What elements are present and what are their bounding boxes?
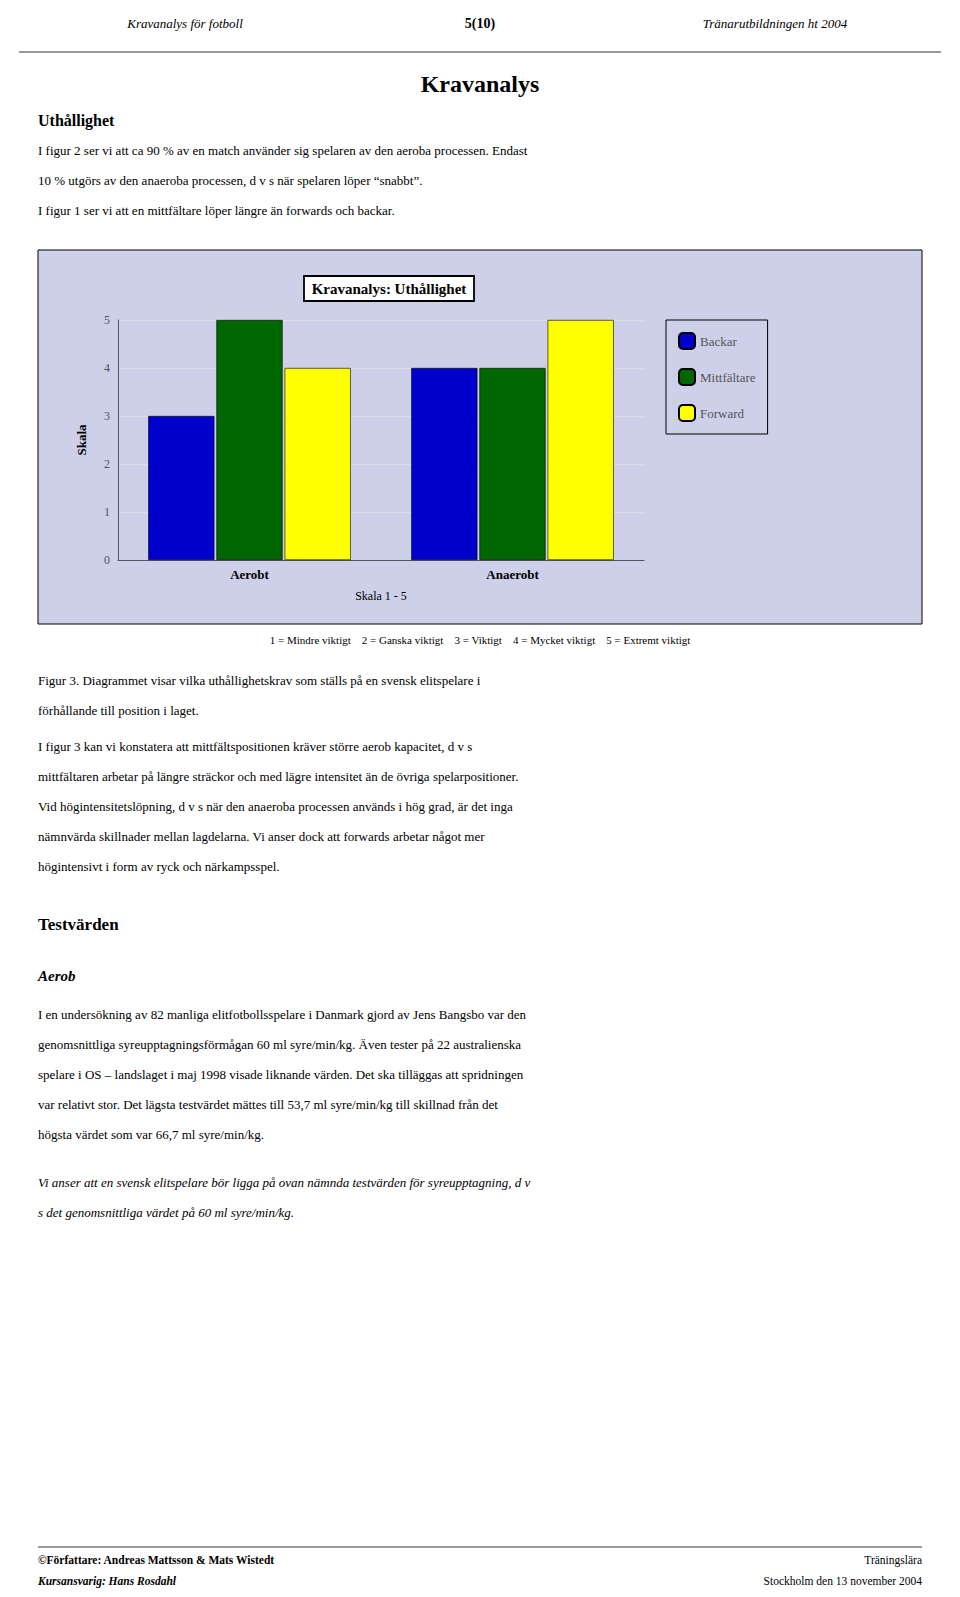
svg-text:0: 0 [104,553,110,567]
svg-text:5: 5 [104,313,110,327]
svg-text:2: 2 [104,457,110,471]
svg-text:Vi anser att en svensk elitspe: Vi anser att en svensk elitspelare bör l… [38,1175,530,1190]
svg-text:©Författare: Andreas Mattsson: ©Författare: Andreas Mattsson & Mats Wis… [38,1554,274,1566]
svg-text:I en undersökning av 82 manlig: I en undersökning av 82 manliga elitfotb… [38,1007,527,1022]
svg-text:Skala 1 - 5: Skala 1 - 5 [355,589,407,603]
svg-text:Stockholm den 13 november 2004: Stockholm den 13 november 2004 [764,1575,923,1587]
svg-text:Aerob: Aerob [37,968,76,984]
svg-text:I figur 1 ser vi att en mittfä: I figur 1 ser vi att en mittfältare löpe… [38,203,395,218]
svg-text:högintensivt i form av ryck oc: högintensivt i form av ryck och närkamps… [38,859,280,874]
svg-text:Skala: Skala [74,424,89,456]
svg-text:Tränarutbildningen ht 2004: Tränarutbildningen ht 2004 [703,16,848,31]
svg-text:1 = Mindre viktigt 2 = Gans: 1 = Mindre viktigt 2 = Ganska viktigt 3 … [270,634,691,646]
svg-text:högsta värdet som var 66,7 ml: högsta värdet som var 66,7 ml syre/min/k… [38,1127,264,1142]
svg-text:Forward: Forward [700,406,745,421]
svg-text:Kravanalys för fotboll: Kravanalys för fotboll [126,16,243,31]
svg-text:I figur 2 ser vi att ca 90 % a: I figur 2 ser vi att ca 90 % av en match… [38,143,528,158]
svg-text:Mittfältare: Mittfältare [700,370,756,385]
svg-text:Träningslära: Träningslära [864,1554,922,1567]
svg-text:Testvärden: Testvärden [38,915,119,934]
svg-text:var relativt stor. Det lägsta: var relativt stor. Det lägsta testvärdet… [38,1097,498,1112]
svg-text:I figur 3 kan vi konstatera at: I figur 3 kan vi konstatera att mittfält… [38,739,472,754]
svg-text:3: 3 [104,409,110,423]
svg-text:mittfältaren arbetar på längre: mittfältaren arbetar på längre sträckor … [38,769,518,784]
svg-text:s det genomsnittliga värdet på: s det genomsnittliga värdet på 60 ml syr… [38,1205,294,1220]
svg-text:10 % utgörs av den anaeroba pr: 10 % utgörs av den anaeroba processen, d… [38,173,422,188]
svg-text:Kravanalys: Uthållighet: Kravanalys: Uthållighet [312,281,467,297]
svg-text:Figur 3. Diagrammet visar vilk: Figur 3. Diagrammet visar vilka uthållig… [38,673,481,688]
svg-text:Vid högintensitetslöpning, d v: Vid högintensitetslöpning, d v s när den… [38,799,513,814]
svg-text:Aerobt: Aerobt [230,567,269,582]
svg-text:genomsnittliga syreupptagnings: genomsnittliga syreupptagningsförmågan 6… [38,1037,521,1052]
svg-text:Kravanalys: Kravanalys [421,71,540,97]
svg-text:spelare i OS – landslaget i ma: spelare i OS – landslaget i maj 1998 vis… [38,1067,524,1082]
svg-text:1: 1 [104,505,110,519]
svg-text:Anaerobt: Anaerobt [486,567,539,582]
svg-text:förhållande till position i la: förhållande till position i laget. [38,703,199,718]
svg-text:4: 4 [104,361,110,375]
svg-text:Uthållighet: Uthållighet [38,112,115,130]
svg-text:5(10): 5(10) [465,16,496,32]
svg-text:Backar: Backar [700,334,737,349]
svg-text:nämnvärda skillnader mellan la: nämnvärda skillnader mellan lagdelarna. … [38,829,485,844]
svg-text:Kursansvarig: Hans Rosdahl: Kursansvarig: Hans Rosdahl [37,1575,177,1588]
